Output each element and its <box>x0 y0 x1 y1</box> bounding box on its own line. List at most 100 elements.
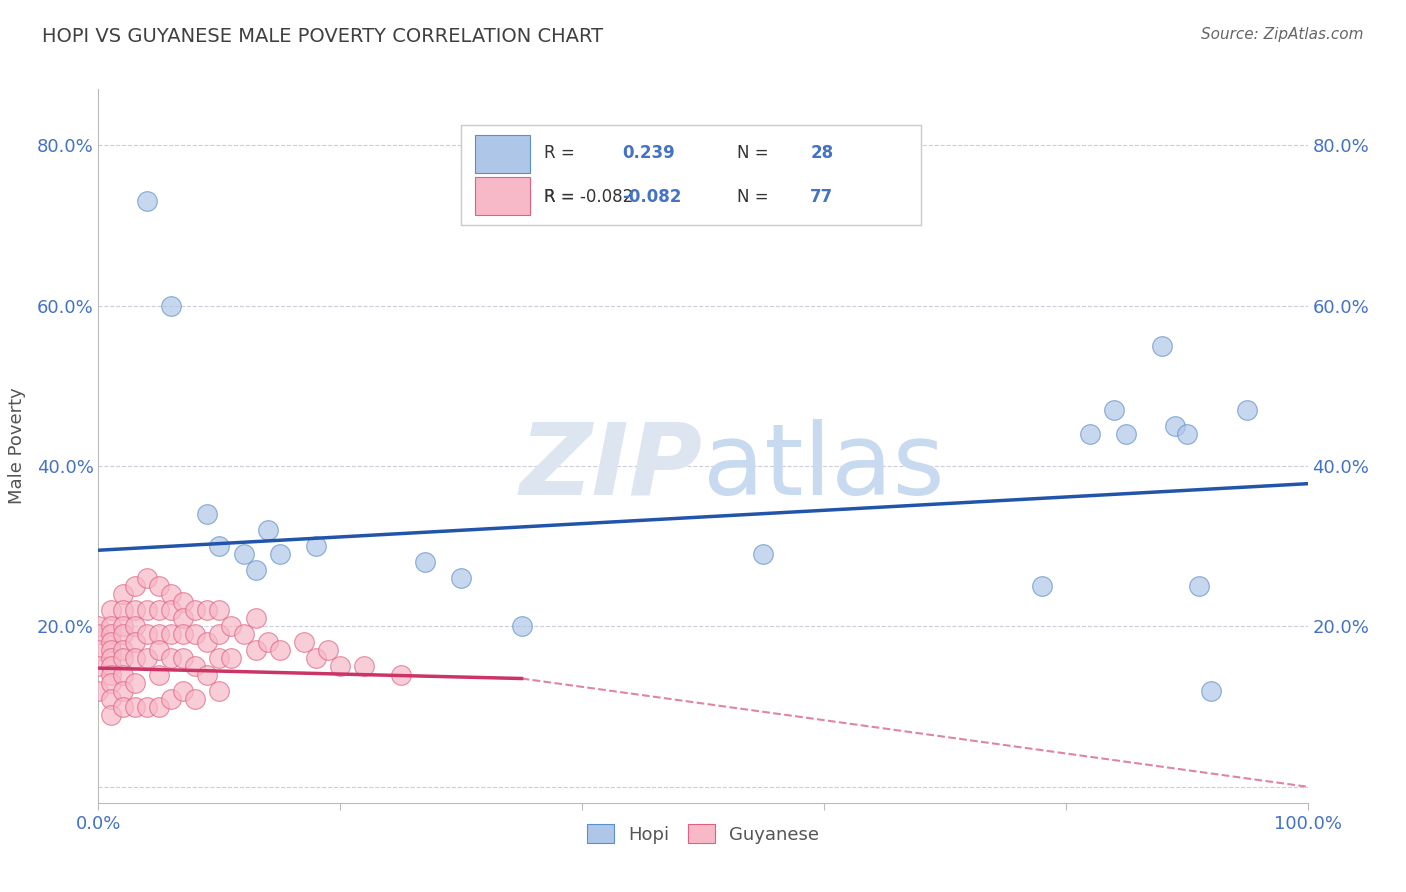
Point <box>87 627 110 641</box>
Point <box>111 603 134 617</box>
Point <box>160 651 183 665</box>
Point <box>100 651 122 665</box>
Point <box>100 675 122 690</box>
Point <box>100 635 122 649</box>
Point <box>752 547 775 561</box>
Point <box>100 619 122 633</box>
Point <box>184 627 207 641</box>
Text: Source: ZipAtlas.com: Source: ZipAtlas.com <box>1201 27 1364 42</box>
Point <box>1102 403 1125 417</box>
Point <box>232 547 254 561</box>
Point <box>195 667 218 681</box>
Point <box>148 667 170 681</box>
Point <box>208 603 231 617</box>
Point <box>87 659 110 673</box>
Point <box>87 643 110 657</box>
Point <box>111 619 134 633</box>
Point <box>100 603 122 617</box>
Point <box>160 603 183 617</box>
Point <box>100 707 122 722</box>
Point <box>245 611 267 625</box>
Point <box>195 635 218 649</box>
Point <box>111 587 134 601</box>
Point <box>510 619 533 633</box>
Point <box>1031 579 1053 593</box>
Text: HOPI VS GUYANESE MALE POVERTY CORRELATION CHART: HOPI VS GUYANESE MALE POVERTY CORRELATIO… <box>42 27 603 45</box>
Point <box>269 547 291 561</box>
Point <box>208 651 231 665</box>
Point <box>208 627 231 641</box>
Point <box>100 691 122 706</box>
Point <box>124 675 146 690</box>
Point <box>208 683 231 698</box>
Y-axis label: Male Poverty: Male Poverty <box>7 388 25 504</box>
Point <box>124 579 146 593</box>
Point <box>184 603 207 617</box>
Point <box>353 659 375 673</box>
Point <box>135 699 157 714</box>
Point <box>329 659 352 673</box>
Point <box>1199 683 1222 698</box>
Text: ZIP: ZIP <box>520 419 703 516</box>
Point <box>148 627 170 641</box>
Point <box>124 603 146 617</box>
Point <box>111 667 134 681</box>
Point <box>135 603 157 617</box>
Point <box>111 651 134 665</box>
Point <box>100 659 122 673</box>
Point <box>1236 403 1258 417</box>
Point <box>1152 339 1174 353</box>
Point <box>184 659 207 673</box>
Point <box>195 603 218 617</box>
Point <box>221 651 243 665</box>
Point <box>316 643 339 657</box>
Point <box>1175 427 1198 442</box>
Point <box>100 643 122 657</box>
Point <box>232 627 254 641</box>
Point <box>124 619 146 633</box>
Point <box>1188 579 1211 593</box>
Point <box>124 651 146 665</box>
Point <box>111 683 134 698</box>
Point <box>160 691 183 706</box>
Point <box>148 643 170 657</box>
Text: atlas: atlas <box>703 419 945 516</box>
Legend: Hopi, Guyanese: Hopi, Guyanese <box>579 817 827 851</box>
Point <box>450 571 472 585</box>
Point <box>148 699 170 714</box>
Point <box>195 507 218 521</box>
Point <box>172 683 194 698</box>
Point <box>160 627 183 641</box>
Point <box>135 651 157 665</box>
Point <box>124 635 146 649</box>
Point <box>208 539 231 553</box>
Point <box>87 683 110 698</box>
Point <box>172 595 194 609</box>
Point <box>172 627 194 641</box>
Point <box>160 299 183 313</box>
Point <box>221 619 243 633</box>
Point <box>245 563 267 577</box>
Point <box>305 651 328 665</box>
Point <box>111 643 134 657</box>
Point <box>1115 427 1137 442</box>
Point <box>245 643 267 657</box>
Point <box>256 635 278 649</box>
Point <box>172 611 194 625</box>
Point <box>160 587 183 601</box>
Point <box>124 699 146 714</box>
Point <box>100 667 122 681</box>
Point <box>100 627 122 641</box>
Point <box>269 643 291 657</box>
Point <box>389 667 412 681</box>
Point <box>292 635 315 649</box>
Point <box>1078 427 1101 442</box>
Point <box>305 539 328 553</box>
Point <box>135 194 157 209</box>
Point <box>413 555 436 569</box>
Point <box>184 691 207 706</box>
Point <box>135 571 157 585</box>
Point <box>87 619 110 633</box>
Point <box>172 651 194 665</box>
Point <box>1163 419 1185 434</box>
